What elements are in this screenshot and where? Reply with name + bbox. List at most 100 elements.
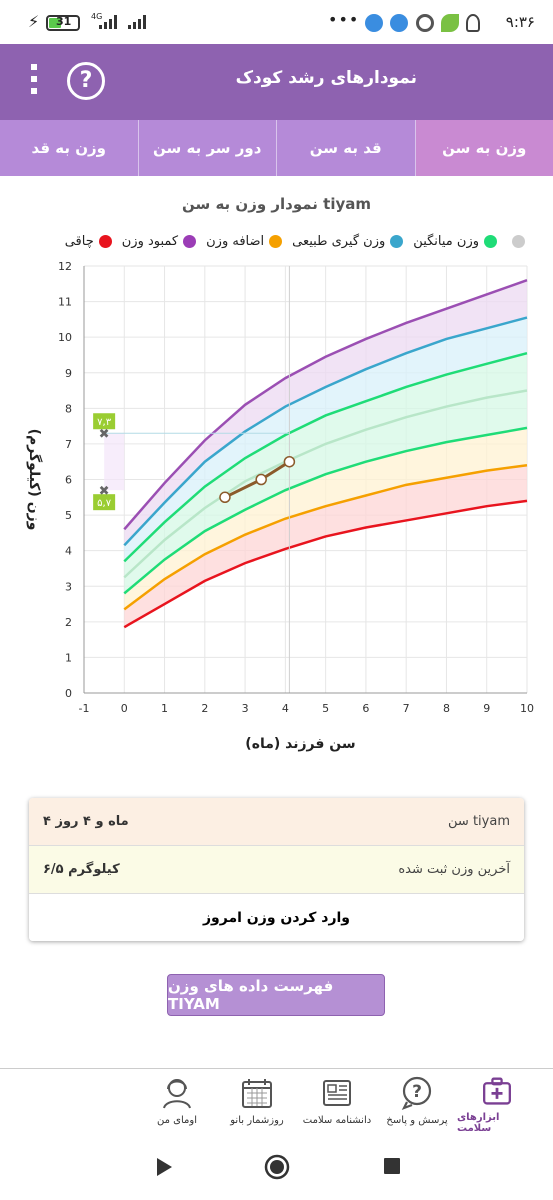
percentile-line: [123, 389, 528, 579]
x-tick-label: 8: [443, 702, 450, 715]
legend-label: اضافه وزن: [206, 234, 265, 249]
y-tick-label: 3: [65, 580, 72, 593]
percentile-band: [124, 353, 527, 578]
nav-calendar[interactable]: روزشمار بانو: [217, 1069, 297, 1134]
weight-list-button[interactable]: فهرست داده های وزن TIYAM: [167, 974, 385, 1016]
nav-label: روزشمار بانو: [230, 1115, 284, 1126]
weight-row: ۶/۵ کیلوگرم آخرین وزن ثبت شده: [29, 846, 524, 894]
legend-item: [507, 234, 525, 249]
percentile-line: [123, 279, 528, 531]
marker-x: ✖: [99, 427, 110, 442]
status-time: ۹:۳۶: [505, 13, 535, 31]
marker-badge: [93, 413, 116, 430]
nav-label: اومای من: [157, 1115, 197, 1126]
x-tick-label: 3: [242, 702, 249, 715]
y-tick-label: 4: [65, 545, 72, 558]
medical-kit-icon: [483, 1077, 511, 1105]
back-play-icon[interactable]: [154, 1156, 174, 1178]
nav-qa[interactable]: ? پرسش و پاسخ: [377, 1069, 457, 1134]
nav-label: دانشنامه سلامت: [302, 1115, 372, 1126]
more-notifications: •••: [328, 10, 360, 29]
legend-label: چاقی: [64, 234, 94, 249]
percentile-band: [124, 465, 527, 628]
y-tick-label: 9: [65, 367, 72, 380]
battery-level: 31: [56, 15, 72, 28]
y-tick-label: 10: [58, 331, 72, 344]
x-tick-label: 10: [520, 702, 534, 715]
legend-dot: [98, 235, 112, 248]
newspaper-icon: [323, 1080, 351, 1106]
marker-x: ✖: [99, 484, 110, 499]
battery-icon: 31: [46, 15, 80, 31]
percentile-line: [123, 464, 528, 611]
legend-dot: [484, 235, 497, 248]
enter-weight-button[interactable]: وارد کردن وزن امروز: [29, 894, 524, 941]
page-title: نمودارهای رشد کودک: [235, 68, 417, 88]
mute-bell-icon: [466, 14, 480, 32]
nav-encyclopedia[interactable]: دانشنامه سلامت: [297, 1069, 377, 1134]
child-weight-point: [283, 455, 296, 468]
age-row: ۴ ماه و ۴ روز سن tiyam: [29, 798, 524, 846]
x-tick-label: 0: [121, 702, 128, 715]
y-tick-label: 6: [65, 474, 72, 487]
y-tick-label: 11: [58, 296, 72, 309]
marker-label: ۷,۳: [97, 417, 112, 428]
nav-health-tools[interactable]: ابزارهای سلامت: [457, 1069, 537, 1134]
reference-range: [104, 433, 125, 491]
y-axis-label: وزن (کیلوگرم): [26, 429, 43, 531]
percentile-band: [124, 390, 527, 594]
x-tick-label: 5: [322, 702, 329, 715]
age-label: سن tiyam: [448, 814, 510, 829]
system-navigation: [0, 1134, 553, 1200]
legend-item: اضافه وزن: [206, 234, 283, 249]
network-type: 4G: [91, 12, 103, 21]
status-bar: ⚡ 31 4G ••• ۹:۳۶: [0, 0, 553, 44]
legend-item: چاقی: [65, 234, 112, 249]
tab-height-age[interactable]: قد به سن: [276, 120, 415, 176]
nav-label: پرسش و پاسخ: [386, 1115, 448, 1126]
home-icon[interactable]: [264, 1154, 290, 1180]
legend-dot: [183, 235, 197, 248]
y-tick-label: 5: [65, 509, 72, 522]
marker-badge: [93, 494, 116, 511]
y-tick-label: 12: [58, 260, 72, 273]
x-axis-label: سن فرزند (ماه): [245, 736, 355, 752]
legend-label: کمبود وزن: [121, 234, 179, 249]
x-tick-label: -1: [79, 702, 90, 715]
y-tick-label: 1: [65, 651, 72, 664]
recents-icon[interactable]: [383, 1157, 401, 1175]
percentile-band: [124, 280, 527, 546]
tab-head-age[interactable]: دور سر به سن: [137, 120, 277, 176]
weight-value: ۶/۵ کیلوگرم: [43, 862, 120, 877]
x-tick-label: 6: [362, 702, 369, 715]
chart-title: نمودار وزن به سن tiyam: [181, 195, 372, 213]
tab-weight-height[interactable]: وزن به قد: [31, 139, 106, 157]
legend-dot: [512, 235, 525, 248]
overflow-menu-icon[interactable]: [29, 64, 39, 100]
child-weight-point: [255, 473, 267, 486]
y-tick-label: 8: [65, 402, 72, 415]
y-tick-label: 0: [65, 687, 72, 700]
question-bubble-icon: ?: [401, 1076, 432, 1111]
legend-item: وزن میانگین: [413, 234, 497, 249]
nav-my-profile[interactable]: اومای من: [137, 1069, 217, 1134]
app-notification-icon: [365, 14, 383, 32]
help-icon[interactable]: ?: [67, 62, 105, 100]
legend-item: وزن گیری طبیعی: [292, 234, 404, 249]
tab-weight-age[interactable]: وزن به سن: [414, 120, 553, 176]
child-weight-point: [219, 491, 231, 504]
weight-label: آخرین وزن ثبت شده: [398, 862, 510, 877]
signal-icon-2: [128, 15, 146, 29]
legend-dot: [390, 235, 404, 248]
legend-dot: [269, 235, 283, 248]
chrome-icon: [416, 14, 434, 32]
age-value: ۴ ماه و ۴ روز: [43, 814, 129, 829]
charging-icon: ⚡: [28, 12, 40, 31]
x-tick-label: 9: [483, 702, 490, 715]
app-toolbar: ? نمودارهای رشد کودک: [0, 44, 553, 120]
x-tick-label: 2: [201, 702, 208, 715]
x-tick-label: 4: [282, 702, 289, 715]
percentile-band: [124, 317, 527, 562]
legend-label: وزن گیری طبیعی: [292, 234, 386, 249]
